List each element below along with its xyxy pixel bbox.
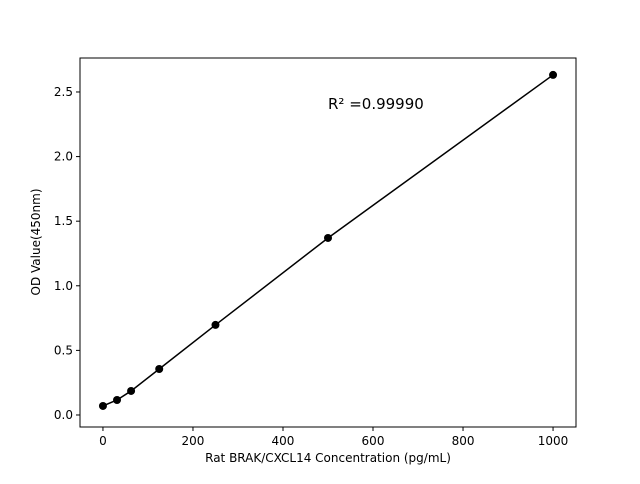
x-tick-label: 800 (452, 434, 475, 448)
x-tick-label: 1000 (538, 434, 569, 448)
y-tick-label: 0.0 (54, 408, 73, 422)
data-point (211, 320, 220, 329)
data-point (98, 401, 107, 410)
data-point (127, 386, 136, 395)
x-axis-label: Rat BRAK/CXCL14 Concentration (pg/mL) (205, 451, 451, 465)
y-tick-label: 2.5 (54, 85, 73, 99)
data-point (155, 364, 164, 373)
x-tick-label: 600 (362, 434, 385, 448)
data-point (113, 395, 122, 404)
x-tick-label: 0 (99, 434, 107, 448)
y-tick-label: 2.0 (54, 150, 73, 164)
annotation: R² =0.99990 (328, 95, 424, 113)
y-tick-label: 1.5 (54, 214, 73, 228)
data-point (549, 70, 558, 79)
data-point (324, 233, 332, 242)
plot-frame (79, 57, 577, 428)
y-tick-label: 0.5 (54, 343, 73, 357)
x-tick-label: 400 (272, 434, 295, 448)
x-tick-label: 200 (182, 434, 205, 448)
y-axis-label: OD Value(450nm) (29, 188, 43, 295)
y-tick-label: 1.0 (54, 279, 73, 293)
